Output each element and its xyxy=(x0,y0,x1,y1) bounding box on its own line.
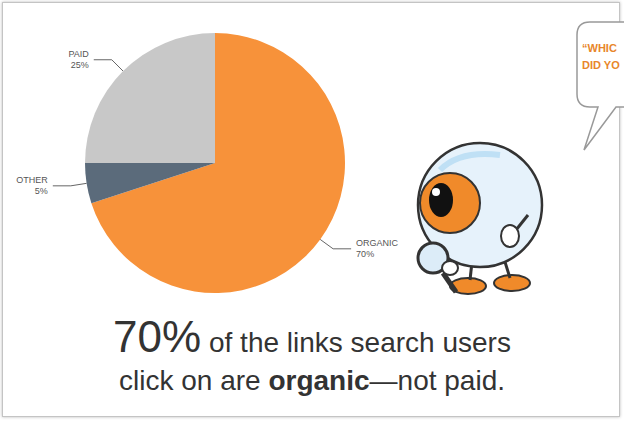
svg-text:PAID: PAID xyxy=(68,49,89,59)
svg-text:ORGANIC: ORGANIC xyxy=(356,238,399,248)
html-text:DID YO: DID YO xyxy=(582,59,620,71)
svg-text:5%: 5% xyxy=(35,186,48,196)
svg-text:70%: 70% xyxy=(356,249,374,259)
html-text:70%of the links search users: 70%of the links search users xyxy=(113,312,511,361)
svg-text:25%: 25% xyxy=(71,60,89,70)
svg-text:OTHER: OTHER xyxy=(16,175,48,185)
html-text:“WHIC: “WHIC xyxy=(582,42,617,54)
html-text:click on are organic —not paid: click on are organic —not paid. xyxy=(119,365,505,396)
